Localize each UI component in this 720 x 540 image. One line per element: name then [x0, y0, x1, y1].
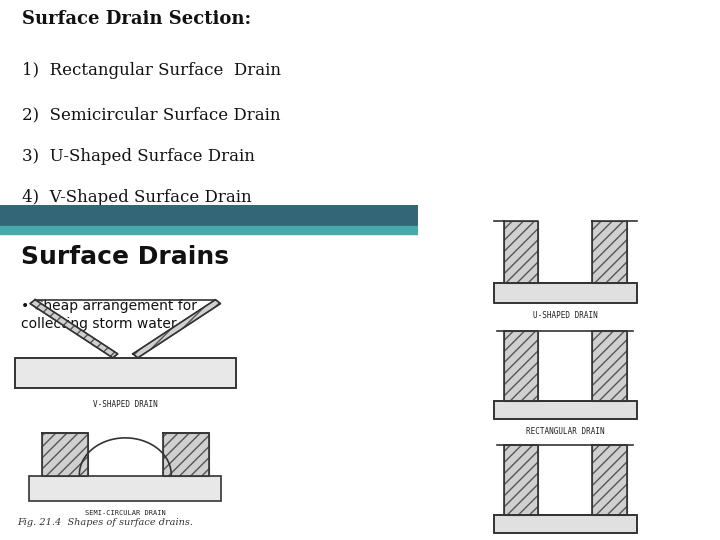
- Polygon shape: [494, 515, 636, 534]
- Text: 3)  U-Shaped Surface Drain: 3) U-Shaped Surface Drain: [22, 148, 254, 165]
- Polygon shape: [132, 300, 220, 358]
- Text: Fig. 21.4  Shapes of surface drains.: Fig. 21.4 Shapes of surface drains.: [17, 518, 193, 526]
- Polygon shape: [504, 445, 538, 515]
- Text: Surface Drains: Surface Drains: [21, 245, 229, 269]
- Polygon shape: [593, 331, 626, 401]
- Bar: [0, 205, 418, 227]
- Text: 4)  V-Shaped Surface Drain: 4) V-Shaped Surface Drain: [22, 189, 251, 206]
- Polygon shape: [30, 300, 118, 358]
- Text: U-SHAPED DRAIN: U-SHAPED DRAIN: [533, 311, 598, 320]
- Text: SEMI-CIRCULAR DRAIN: SEMI-CIRCULAR DRAIN: [85, 510, 166, 516]
- Polygon shape: [163, 433, 209, 476]
- Polygon shape: [30, 476, 221, 502]
- Polygon shape: [593, 221, 626, 283]
- Text: 2)  Semicircular Surface Drain: 2) Semicircular Surface Drain: [22, 107, 280, 124]
- Text: 1)  Rectangular Surface  Drain: 1) Rectangular Surface Drain: [22, 62, 281, 78]
- Text: V-SHAPED DRAIN: V-SHAPED DRAIN: [93, 400, 158, 409]
- Polygon shape: [593, 445, 626, 515]
- Polygon shape: [15, 358, 235, 388]
- Text: RECTANGULAR DRAIN: RECTANGULAR DRAIN: [526, 427, 605, 436]
- Polygon shape: [42, 433, 88, 476]
- Text: • Cheap arrangement for
collecting storm water.: • Cheap arrangement for collecting storm…: [21, 299, 197, 332]
- Polygon shape: [494, 401, 636, 420]
- Polygon shape: [494, 283, 636, 303]
- Text: Surface Drain Section:: Surface Drain Section:: [22, 10, 251, 28]
- Polygon shape: [504, 221, 538, 283]
- Bar: [0, 226, 418, 234]
- Polygon shape: [504, 331, 538, 401]
